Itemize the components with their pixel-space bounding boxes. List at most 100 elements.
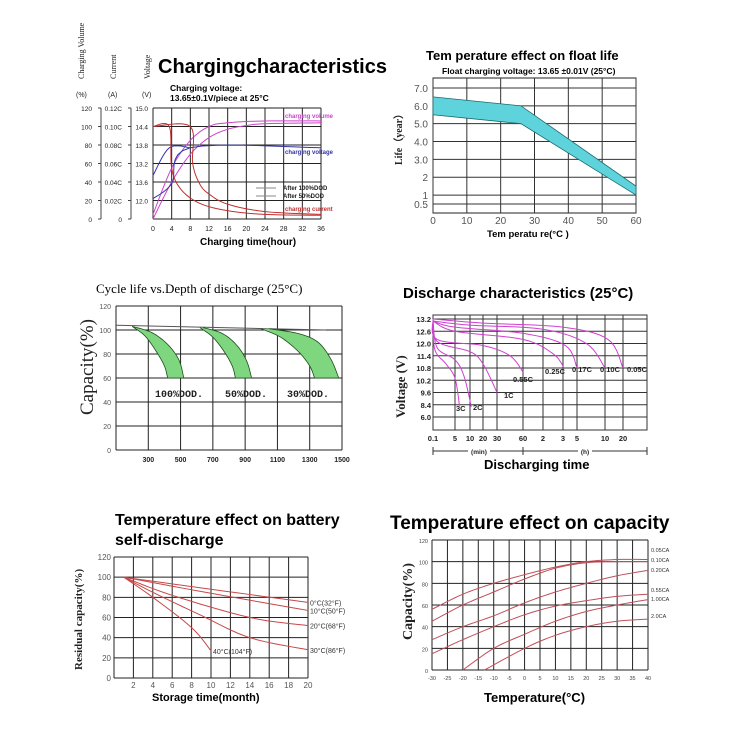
- x-tick-label: 32: [298, 226, 306, 233]
- series-label: 0.10C: [600, 365, 621, 374]
- x-tick-label: 28: [280, 226, 288, 233]
- y-tick-label: 100: [81, 125, 92, 132]
- y-tick-label: 60: [102, 614, 111, 623]
- discharge-curve: [432, 318, 498, 393]
- cycle-life-title: Cycle life vs.Depth of discharge (25°C): [96, 281, 303, 296]
- x-tick-label: 10: [207, 681, 216, 690]
- series-label: 0.05CA: [651, 548, 670, 554]
- discharge-curve: [432, 320, 606, 369]
- y-tick-label: 10.2: [416, 376, 431, 385]
- y-tick-label: 0: [88, 217, 92, 224]
- series-label: 1.00CA: [651, 597, 670, 603]
- y-tick-label: 100: [99, 328, 111, 335]
- y-tick-label: 60: [422, 604, 428, 610]
- x-tick-label: 24: [261, 226, 269, 233]
- y-tick-label: 80: [85, 143, 93, 150]
- x-tick-label: 5: [575, 434, 579, 443]
- x-tick-label: 20: [619, 434, 627, 443]
- x-tick-label: 18: [284, 681, 293, 690]
- x-tick-label: 5: [538, 676, 541, 682]
- y-axis-label: Life（year）: [392, 109, 405, 165]
- y-tick-label: 0: [107, 448, 111, 455]
- y-tick-label: 80: [102, 593, 111, 602]
- y-tick-label: 13.6: [135, 180, 148, 187]
- y-tick-label: 0.5: [414, 200, 428, 211]
- self-discharge-curve: [123, 576, 309, 603]
- y-tick-label: 10.8: [416, 364, 431, 373]
- x-tick-label: -10: [490, 676, 498, 682]
- discharge-xlabel: Discharging time: [484, 457, 590, 472]
- y-tick-label: 3.0: [414, 155, 428, 166]
- series-label: 10°C(50°F): [310, 607, 345, 615]
- y-tick-label: 12.6: [416, 327, 431, 336]
- capacity-curve: [431, 561, 649, 622]
- y-tick-label: 13.8: [135, 143, 148, 150]
- x-tick-label: 30: [493, 434, 501, 443]
- y-tick-label: 5.0: [414, 120, 428, 131]
- y-tick-label: 120: [98, 553, 112, 562]
- x-tick-label: 1300: [302, 457, 318, 464]
- x-tick-label: 8: [188, 226, 192, 233]
- series-line-charging-current: [152, 123, 322, 215]
- band-label: 100%DOD.: [155, 390, 203, 401]
- y-axis-label: Capacity(%): [401, 563, 416, 640]
- self-discharge-xlabel: Storage time(month): [152, 692, 260, 704]
- y-tick-label: 15.0: [135, 106, 148, 113]
- x-tick-label: -20: [459, 676, 467, 682]
- y-tick-label: 14.4: [135, 125, 148, 132]
- capacity-curve: [431, 569, 649, 641]
- y-tick-label: 0.10C: [105, 125, 123, 132]
- series-label: 0.20CA: [651, 568, 670, 574]
- x-tick-label: 12: [226, 681, 235, 690]
- series-label: charging current: [285, 207, 333, 213]
- y-axis-label: Residual capacity(%): [73, 569, 85, 670]
- y-tick-label: 120: [419, 539, 428, 545]
- x-tick-label: 20: [304, 681, 313, 690]
- y-tick-label: 40: [102, 634, 111, 643]
- y-tick-label: 100: [98, 573, 112, 582]
- unit-label-bg: [578, 446, 592, 456]
- y-tick-label: 8.4: [421, 401, 432, 410]
- x-tick-label: 1500: [334, 457, 350, 464]
- y-axis-label: Capacity(%): [77, 319, 98, 415]
- x-tick-label: 0: [430, 216, 436, 227]
- series-label: 1C: [504, 391, 514, 400]
- dod-band: [261, 328, 340, 379]
- x-tick-label: 40: [563, 216, 575, 227]
- y-axis-title: Current: [109, 54, 118, 79]
- y-axis-title: Voltage: [143, 54, 152, 79]
- band-label: 30%DOD.: [287, 390, 329, 401]
- float-life-subtitle: Float charging voltage: 13.65 ±0.01V (25…: [442, 66, 616, 76]
- x-tick-label: 60: [519, 434, 527, 443]
- series-label: 30°C(86°F): [310, 647, 345, 655]
- dod-band: [199, 327, 253, 379]
- x-tick-label: 10: [461, 216, 473, 227]
- unit-label: (min): [471, 449, 487, 456]
- y-tick-label: 0.06C: [105, 162, 123, 169]
- x-tick-label: 500: [175, 457, 187, 464]
- y-tick-label: 60: [103, 376, 111, 383]
- dod-band: [131, 326, 185, 379]
- y-tick-label: 9.6: [421, 389, 431, 398]
- series-line-charging-volume: [152, 122, 322, 220]
- y-tick-label: 0: [107, 674, 112, 683]
- x-tick-label: 20: [479, 434, 487, 443]
- x-tick-label: 2: [131, 681, 136, 690]
- series-label: 0.17C: [572, 365, 593, 374]
- y-tick-label: 40: [85, 180, 93, 187]
- series-label: 0°C(32°F): [310, 599, 341, 607]
- discharge-curve: [432, 318, 460, 406]
- x-tick-label: 16: [224, 226, 232, 233]
- y-tick-label: 11.4: [417, 352, 432, 361]
- y-tick-label: 0: [118, 217, 122, 224]
- y-tick-label: 1: [422, 191, 428, 202]
- series-line-charging-voltage: [152, 144, 322, 200]
- discharge-curve: [432, 318, 624, 369]
- y-axis-label: Voltage (V): [393, 355, 408, 418]
- self-discharge-title-line-2: self-discharge: [115, 532, 224, 549]
- y-tick-label: 6.0: [414, 102, 428, 113]
- y-tick-label: 0.12C: [105, 106, 123, 113]
- unit-label-bg: [468, 446, 490, 456]
- y-tick-label: 2: [422, 173, 428, 184]
